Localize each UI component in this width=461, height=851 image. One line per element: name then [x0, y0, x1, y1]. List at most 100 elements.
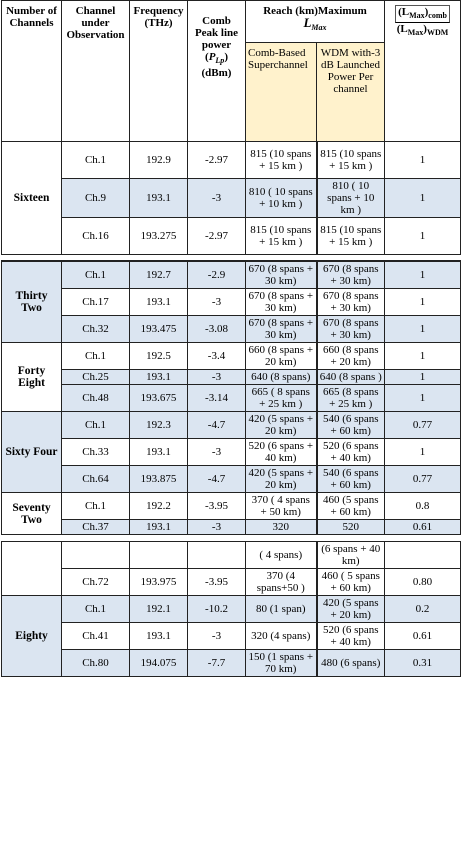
channel-cell: Ch.33 — [61, 438, 130, 466]
channel-cell: Ch.1 — [61, 342, 130, 370]
group-label — [1, 541, 62, 596]
frequency-cell: 193.275 — [129, 217, 188, 255]
wdm-cell: 660 (8 spans + 20 km) — [316, 342, 385, 370]
channel-cell: Ch.1 — [61, 141, 130, 179]
group-label: Forty Eight — [1, 342, 62, 412]
group-label: Sixteen — [1, 141, 62, 255]
ratio-cell: 0.77 — [384, 465, 461, 493]
table-row: Ch.80 194.075 -7.7 150 (1 spans + 70 km) 480… — [2, 649, 461, 677]
comb-cell: 660 (8 spans + 20 km) — [245, 342, 318, 370]
frequency-cell: 192.1 — [129, 595, 188, 623]
power-cell: -3 — [187, 178, 246, 218]
ratio-cell: 1 — [384, 369, 461, 385]
table-row: Ch.33 193.1 -3 520 (6 spans + 40 km) 520 (6 … — [2, 438, 461, 466]
group-label: Seventy Two — [1, 492, 62, 535]
wdm-cell: 460 (5 spans + 60 km) — [316, 492, 385, 520]
channel-cell: Ch.32 — [61, 315, 130, 343]
frequency-cell: 193.875 — [129, 465, 188, 493]
table-row: Ch.48 193.675 -3.14 665 ( 8 spans + 25 km )… — [2, 384, 461, 412]
ratio-den-close: ) — [423, 23, 427, 36]
frequency-cell: 193.1 — [129, 178, 188, 218]
channel-cell: Ch.41 — [61, 622, 130, 650]
reach-sub: Max — [311, 23, 327, 33]
wdm-cell: (6 spans + 40 km) — [316, 541, 385, 569]
table-row: Sixty Four Ch.1 192.3 -4.7 420 (5 spans + 20… — [1, 411, 461, 493]
header-reach: Reach (km)Maximum LMax — [244, 0, 386, 43]
ratio-num-tail: comb — [428, 11, 447, 21]
power-cell: -2.97 — [187, 141, 246, 179]
ratio-cell: 1 — [384, 178, 461, 218]
ratio-cell: 0.8 — [384, 492, 461, 520]
comb-cell: 665 ( 8 spans + 25 km ) — [245, 384, 318, 412]
channel-cell: Ch.25 — [61, 369, 130, 385]
frequency-cell: 192.7 — [129, 260, 188, 289]
channel-cell: Ch.17 — [61, 288, 130, 316]
table-row: Thirty Two Ch.1 192.7 -2.9 670 (8 spans + 30… — [1, 260, 461, 343]
power-cell: -2.97 — [187, 217, 246, 255]
group-label: Thirty Two — [1, 260, 62, 343]
table-section: Thirty Two Ch.1 192.7 -2.9 670 (8 spans + 30… — [1, 260, 461, 535]
frequency-cell: 192.3 — [129, 411, 188, 439]
frequency-cell: 194.075 — [129, 649, 188, 677]
comb-cell: 320 (4 spans) — [245, 622, 318, 650]
ratio-cell: 1 — [384, 217, 461, 255]
comb-cell: 670 (8 spans + 30 km) — [245, 315, 318, 343]
ratio-num-open: (L — [398, 6, 410, 18]
frequency-cell — [129, 541, 188, 569]
wdm-cell: 665 (8 spans + 25 km ) — [316, 384, 385, 412]
table-row: Ch.41 193.1 -3 320 (4 spans) 520 (6 spans + … — [2, 622, 461, 650]
comb-cell: 370 ( 4 spans + 50 km) — [245, 492, 318, 520]
wdm-cell: 520 — [316, 519, 385, 535]
ratio-denominator: (LMax)WDM — [395, 23, 450, 39]
channel-cell: Ch.1 — [61, 595, 130, 623]
header-channels: Number of Channels — [1, 0, 62, 142]
power-cell: -7.7 — [187, 649, 246, 677]
ratio-cell: 0.31 — [384, 649, 461, 677]
frequency-cell: 193.1 — [129, 288, 188, 316]
wdm-cell: 810 ( 10 spans + 10 km ) — [315, 178, 386, 218]
comb-cell: 150 (1 spans + 70 km) — [245, 649, 318, 677]
ratio-numerator: (LMax)comb — [395, 5, 450, 24]
header-comb: Comb-Based Superchannel — [245, 42, 317, 142]
table-body: ( 4 spans) (6 spans + 40 km) Ch.72 193.975-… — [1, 541, 461, 677]
ratio-cell — [384, 541, 461, 569]
frequency-cell: 193.1 — [129, 519, 188, 535]
table-row: Ch.64 193.875 -4.7 420 (5 spans + 20 km) 540… — [2, 465, 461, 493]
comb-cell: 810 ( 10 spans + 10 km ) — [245, 178, 318, 218]
table-row: Ch.16 193.275 -2.97 815 (10 spans + 15 km )… — [2, 217, 461, 255]
table-row: Ch.25 193.1 -3 640 (8 spans) 640 (8 spans ) 1 — [2, 369, 461, 385]
power-cell: -10.2 — [187, 595, 246, 623]
power-close: ) — [224, 51, 228, 63]
power-cell — [187, 541, 246, 569]
channel-cell — [61, 541, 130, 569]
ratio-cell: 1 — [384, 260, 461, 289]
ratio-num-close: ) — [424, 6, 429, 18]
power-cell: -3 — [187, 438, 246, 466]
table-row: Eighty Ch.1 192.1 -10.2 80 (1 span) 420 (5 sp… — [1, 595, 461, 677]
wdm-cell: 540 (6 spans + 60 km) — [316, 411, 385, 439]
comb-cell: ( 4 spans) — [245, 541, 318, 569]
ratio-cell: 0.80 — [384, 568, 461, 596]
comb-cell: 640 (8 spans) — [245, 369, 318, 385]
ratio-cell: 1 — [384, 288, 461, 316]
power-cell: -3.95 — [187, 492, 246, 520]
frequency-cell: 192.9 — [129, 141, 188, 179]
power-cell: -3.4 — [187, 342, 246, 370]
table-section: ( 4 spans) (6 spans + 40 km) Ch.72 193.975-… — [1, 541, 461, 677]
wdm-cell: 420 (5 spans + 20 km) — [316, 595, 385, 623]
table-row: ( 4 spans) (6 spans + 40 km) — [1, 541, 461, 596]
ratio-cell: 0.61 — [384, 622, 461, 650]
table-row: Ch.32 193.475 -3.08 670 (8 spans + 30 km) 67… — [2, 315, 461, 343]
channel-cell: Ch.72 — [61, 568, 130, 596]
channel-cell: Ch.64 — [61, 465, 130, 493]
wdm-cell: 815 (10 spans + 15 km ) — [315, 141, 386, 179]
table-row: Seventy Two Ch.1 192.2 -3.95 370 ( 4 spans +… — [1, 492, 461, 535]
channel-cell: Ch.80 — [61, 649, 130, 677]
frequency-cell: 193.675 — [129, 384, 188, 412]
power-cell: -3 — [187, 369, 246, 385]
channel-cell: Ch.1 — [61, 260, 130, 289]
ratio-cell: 0.2 — [384, 595, 461, 623]
comb-cell: 670 (8 spans + 30 km) — [245, 260, 318, 289]
power-label: Comb Peak line power — [194, 15, 239, 51]
